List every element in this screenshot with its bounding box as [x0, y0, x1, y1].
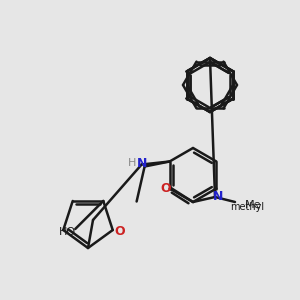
Text: O: O: [161, 182, 171, 196]
Text: N: N: [213, 190, 223, 202]
Text: Me: Me: [245, 200, 262, 210]
Text: methyl: methyl: [230, 202, 264, 212]
Text: N: N: [136, 157, 147, 170]
Text: H: H: [128, 158, 136, 169]
Text: O: O: [114, 224, 125, 238]
Text: HO: HO: [59, 227, 76, 237]
